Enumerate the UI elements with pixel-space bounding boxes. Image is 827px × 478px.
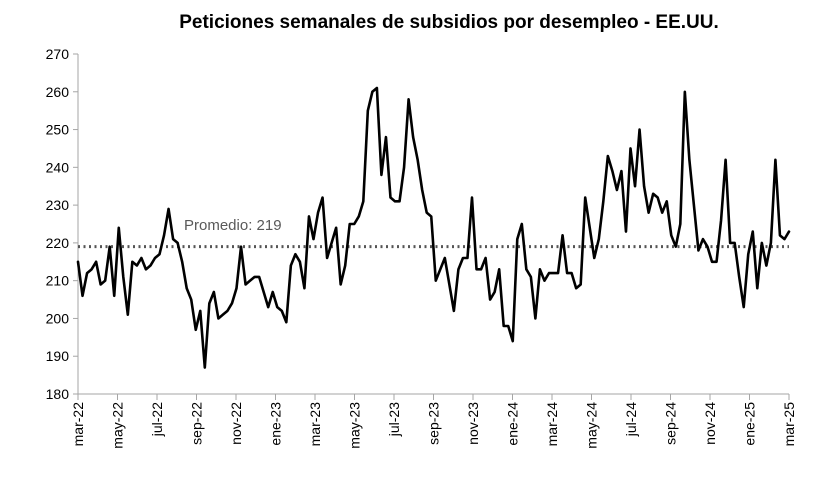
x-tick-label: jul-23 [386, 402, 402, 437]
x-tick-label: sep-22 [189, 402, 205, 445]
y-tick-label: 240 [46, 159, 70, 175]
series-line [76, 86, 791, 369]
x-tick-label: sep-23 [426, 402, 442, 445]
y-tick-label: 200 [46, 310, 70, 326]
x-tick-label: jul-22 [149, 402, 165, 437]
y-tick-label: 190 [46, 348, 70, 364]
average-reference-line: Promedio: 219 [78, 217, 789, 249]
x-tick-label: may-22 [110, 402, 126, 449]
average-line-label: Promedio: 219 [184, 217, 282, 234]
x-tick-label: may-24 [584, 402, 600, 449]
chart-title: Peticiones semanales de subsidios por de… [179, 12, 719, 33]
y-axis: 180 190 200 210 220 230 240 250 260 270 [46, 46, 79, 402]
y-tick-label: 180 [46, 386, 70, 402]
x-tick-label: ene-23 [268, 402, 284, 446]
y-tick-label: 270 [46, 46, 70, 62]
x-tick-label: mar-25 [781, 402, 797, 447]
y-tick-label: 230 [46, 197, 70, 213]
x-tick-label: ene-24 [505, 402, 521, 446]
y-tick-label: 260 [46, 84, 70, 100]
x-tick-label: jul-24 [623, 402, 639, 437]
x-tick-label: mar-22 [70, 402, 86, 447]
y-tick-label: 220 [46, 235, 70, 251]
x-tick-label: nov-23 [465, 402, 481, 445]
x-tick-label: nov-22 [228, 402, 244, 445]
y-tick-label: 250 [46, 122, 70, 138]
x-axis: mar-22 may-22 jul-22 sep-22 nov-22 ene-23 mar-… [70, 393, 797, 449]
x-tick-label: nov-24 [702, 402, 718, 445]
x-tick-label: sep-24 [663, 402, 679, 445]
x-tick-label: may-23 [347, 402, 363, 449]
x-tick-label: mar-24 [544, 402, 560, 447]
x-tick-label: ene-25 [742, 402, 758, 446]
series-group [76, 86, 791, 369]
x-tick-label: mar-23 [307, 402, 323, 447]
y-tick-label: 210 [46, 273, 70, 289]
